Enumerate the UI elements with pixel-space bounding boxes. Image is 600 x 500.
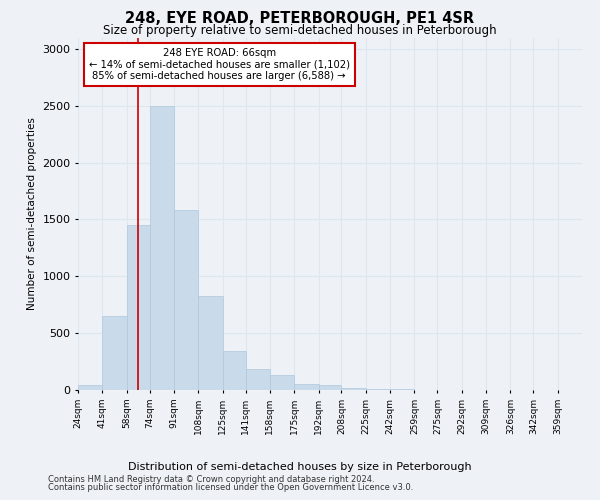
Bar — [366, 389, 390, 390]
Bar — [174, 210, 198, 390]
Bar — [341, 388, 366, 390]
Text: 248, EYE ROAD, PETERBOROUGH, PE1 4SR: 248, EYE ROAD, PETERBOROUGH, PE1 4SR — [125, 11, 475, 26]
Text: Contains HM Land Registry data © Crown copyright and database right 2024.: Contains HM Land Registry data © Crown c… — [48, 475, 374, 484]
Bar — [245, 369, 270, 390]
Bar — [149, 106, 174, 390]
Text: 248 EYE ROAD: 66sqm
← 14% of semi-detached houses are smaller (1,102)
85% of sem: 248 EYE ROAD: 66sqm ← 14% of semi-detach… — [89, 48, 350, 82]
Text: Size of property relative to semi-detached houses in Peterborough: Size of property relative to semi-detach… — [103, 24, 497, 37]
Bar — [103, 316, 127, 390]
Text: Distribution of semi-detached houses by size in Peterborough: Distribution of semi-detached houses by … — [128, 462, 472, 472]
Text: Contains public sector information licensed under the Open Government Licence v3: Contains public sector information licen… — [48, 484, 413, 492]
Bar — [78, 386, 103, 390]
Bar — [127, 225, 149, 390]
Y-axis label: Number of semi-detached properties: Number of semi-detached properties — [26, 118, 37, 310]
Bar — [319, 385, 341, 390]
Bar — [270, 375, 294, 390]
Bar — [223, 352, 245, 390]
Bar — [198, 296, 223, 390]
Bar — [294, 384, 319, 390]
